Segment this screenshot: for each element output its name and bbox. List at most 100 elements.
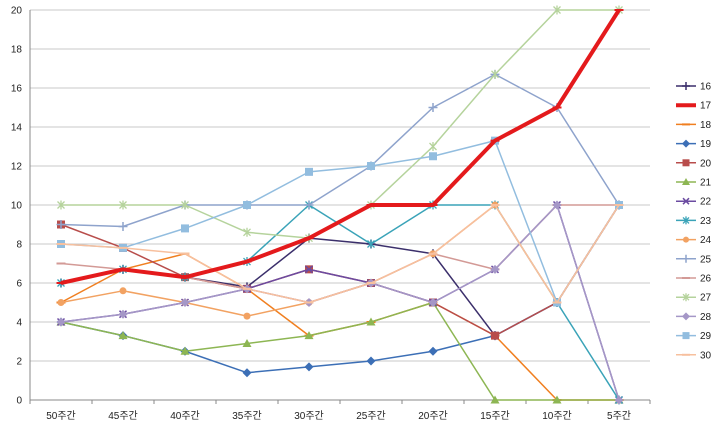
legend-label: 27 [700,293,712,304]
series-17 [56,8,624,285]
x-tick-label: 30주간 [294,410,324,422]
data-point [491,69,499,79]
series-19 [56,200,624,378]
data-point [56,220,66,229]
data-point [682,293,690,302]
legend-item: 24 [676,235,712,246]
data-point [682,159,690,167]
data-point [428,298,438,307]
y-tick-label: 18 [11,45,23,56]
legend-label: 28 [700,312,712,323]
legend-label: 17 [700,101,712,112]
series-25 [56,69,624,231]
y-tick-label: 4 [16,318,22,329]
legend-label: 25 [700,254,712,265]
data-point [490,264,500,274]
series-lines [56,5,624,405]
series-line [61,9,619,239]
legend-item: 27 [676,293,712,304]
data-point [119,200,127,210]
series-line [60,204,620,401]
series-30 [56,204,624,304]
legend-item: 22 [676,197,712,208]
x-tick-label: 40주간 [170,410,200,422]
axes: 0 2 4 6 8 10 12 14 16 18 20 50주간 45주간 40주간 35주간 30주간 25주… [11,6,651,422]
y-tick-label: 8 [16,240,22,251]
legend-label: 23 [700,216,712,227]
data-point [614,395,624,405]
data-point [429,142,437,151]
y-tick-label: 16 [11,84,23,95]
legend-label: 16 [700,82,712,93]
legend-item: 17 [676,101,712,112]
data-point [304,265,314,274]
data-point [682,332,690,340]
legend-item: 23 [676,216,712,227]
data-point [366,317,376,326]
data-point [56,317,66,327]
series-line [60,8,621,285]
legend-item: 20 [676,158,712,169]
data-point [552,395,562,404]
data-point [180,298,190,307]
data-point [243,201,251,209]
data-point [491,331,499,340]
x-tick-label: 20주간 [418,410,448,422]
y-tick-label: 6 [16,279,22,290]
y-tick-label: 2 [16,357,22,368]
series-27 [57,5,623,243]
data-point [682,178,690,185]
data-point [243,227,251,237]
x-tick-label: 5주간 [607,410,631,422]
data-point [304,331,314,340]
data-point [682,216,690,225]
data-point [118,221,128,231]
legend-item: 25 [676,254,712,265]
x-tick-label: 35주간 [232,410,262,422]
legend-item: 30 [676,350,712,361]
legend: 16 17 18 19 20 21 22 23 24 25 26 27 28 29 30 [676,82,712,361]
data-point [367,162,375,170]
series-line [60,204,620,401]
series-line [60,139,620,304]
legend-label: 19 [700,139,712,150]
data-point [552,200,562,210]
legend-label: 29 [700,331,712,342]
legend-item: 26 [676,274,712,285]
x-tick-label: 45주간 [108,410,138,422]
y-tick-label: 14 [11,123,23,134]
legend-label: 24 [700,235,712,246]
legend-item: 19 [676,139,712,150]
legend-item: 28 [676,312,712,323]
data-point [57,299,65,306]
data-point [181,200,189,210]
legend-label: 30 [700,350,712,361]
legend-label: 18 [700,120,712,131]
data-point [118,309,128,319]
series-line [60,204,620,304]
series-line [60,204,620,401]
data-point [305,167,313,176]
data-point [242,368,252,378]
data-point [242,338,252,347]
legend-label: 20 [700,158,712,169]
data-point [304,200,314,210]
data-point [490,395,500,404]
series-22 [56,200,624,405]
series-line [60,73,620,228]
data-point [180,346,190,355]
x-tick-label: 10주간 [542,410,572,422]
data-point [682,197,690,205]
series-line [60,204,620,374]
legend-label: 22 [700,197,712,208]
data-point [118,331,128,340]
x-tick-label: 25주간 [356,410,386,422]
data-point [682,312,690,321]
y-tick-label: 12 [11,162,23,173]
legend-item: 16 [676,82,712,93]
data-point [243,312,251,320]
series-line [60,301,619,401]
series-21 [56,298,624,404]
